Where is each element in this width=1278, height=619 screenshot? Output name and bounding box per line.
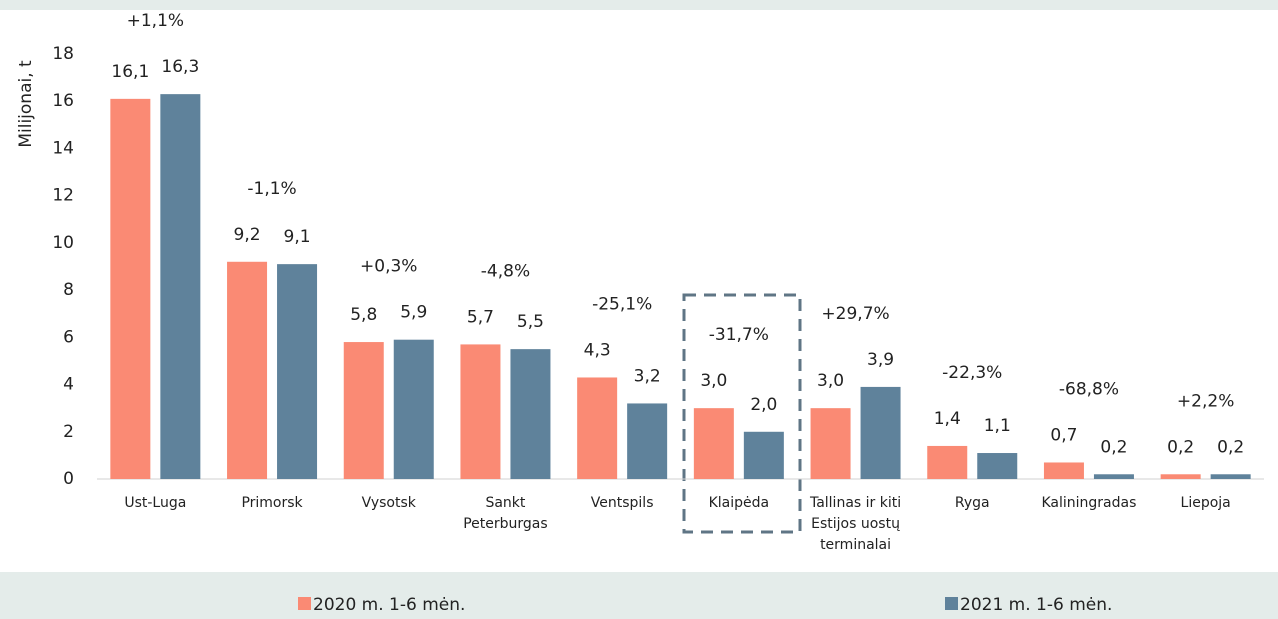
bar bbox=[343, 342, 384, 479]
x-tick-label: Vysotsk bbox=[361, 495, 416, 511]
change-label: +1,1% bbox=[127, 11, 184, 31]
bar bbox=[1160, 474, 1201, 479]
bar bbox=[743, 431, 784, 479]
bar bbox=[693, 408, 734, 479]
y-tick-label: 2 bbox=[63, 422, 74, 442]
x-tick-label: Tallinas ir kiti Estijos uostų terminala… bbox=[809, 495, 902, 553]
change-label: -25,1% bbox=[592, 294, 652, 314]
value-label: 3,0 bbox=[817, 371, 844, 391]
value-label: 0,2 bbox=[1217, 437, 1244, 457]
y-tick-label: 4 bbox=[63, 375, 74, 395]
value-label: 5,8 bbox=[350, 305, 377, 325]
y-tick-label: 0 bbox=[63, 469, 74, 489]
bar bbox=[510, 349, 551, 479]
bar bbox=[627, 403, 668, 479]
x-tick-label: Ventspils bbox=[590, 495, 654, 511]
top-band bbox=[0, 0, 1278, 10]
y-tick-label: 16 bbox=[52, 91, 74, 111]
change-label: -68,8% bbox=[1059, 379, 1119, 399]
value-label: 5,9 bbox=[400, 303, 427, 323]
bar bbox=[1043, 462, 1084, 479]
value-label: 16,3 bbox=[161, 57, 199, 77]
change-label: -31,7% bbox=[709, 325, 769, 345]
value-label: 2,0 bbox=[750, 395, 777, 415]
y-tick-label: 6 bbox=[63, 327, 74, 347]
value-label: 9,1 bbox=[284, 227, 311, 247]
y-tick-label: 18 bbox=[52, 44, 74, 64]
legend-swatch bbox=[945, 597, 958, 610]
legend-band bbox=[0, 572, 1278, 619]
legend-swatch bbox=[298, 597, 311, 610]
value-label: 5,7 bbox=[467, 307, 494, 327]
change-label: +0,3% bbox=[360, 257, 417, 277]
change-label: -4,8% bbox=[481, 261, 530, 281]
value-label: 4,3 bbox=[584, 340, 611, 360]
value-label: 0,7 bbox=[1050, 425, 1077, 445]
value-label: 1,1 bbox=[984, 416, 1011, 436]
value-label: 5,5 bbox=[517, 312, 544, 332]
x-tick-label: Klaipėda bbox=[708, 495, 770, 511]
value-label: 9,2 bbox=[234, 225, 261, 245]
bar bbox=[460, 344, 501, 479]
y-tick-label: 8 bbox=[63, 280, 74, 300]
bar bbox=[977, 453, 1018, 479]
value-label: 3,0 bbox=[700, 371, 727, 391]
value-label: 16,1 bbox=[111, 62, 149, 82]
bar bbox=[577, 377, 618, 479]
bar bbox=[860, 386, 901, 479]
bar bbox=[110, 98, 151, 479]
bar bbox=[810, 408, 851, 479]
change-label: -1,1% bbox=[247, 179, 296, 199]
y-tick-label: 10 bbox=[52, 233, 74, 253]
bar bbox=[160, 94, 201, 479]
x-tick-label: Primorsk bbox=[241, 495, 303, 511]
x-tick-label: Sankt Peterburgas bbox=[463, 495, 548, 532]
value-label: 0,2 bbox=[1167, 437, 1194, 457]
legend-label: 2021 m. 1-6 mėn. bbox=[960, 595, 1112, 615]
bar bbox=[1093, 474, 1134, 479]
x-tick-label: Liepoja bbox=[1180, 495, 1231, 511]
bar bbox=[927, 445, 968, 479]
x-tick-label: Ryga bbox=[954, 495, 990, 511]
x-tick-label: Kaliningradas bbox=[1041, 495, 1137, 511]
change-label: -22,3% bbox=[942, 363, 1002, 383]
value-label: 3,2 bbox=[634, 366, 661, 386]
highlight-box bbox=[682, 293, 802, 534]
value-label: 0,2 bbox=[1100, 437, 1127, 457]
bar bbox=[393, 339, 434, 479]
bar bbox=[227, 261, 268, 479]
change-label: +29,7% bbox=[821, 304, 889, 324]
x-tick-label: Ust-Luga bbox=[124, 495, 187, 511]
value-label: 3,9 bbox=[867, 350, 894, 370]
bar bbox=[277, 264, 318, 479]
y-axis-label: Milijonai, t bbox=[16, 60, 36, 148]
y-tick-label: 14 bbox=[52, 138, 74, 158]
change-label: +2,2% bbox=[1177, 391, 1234, 411]
legend-label: 2020 m. 1-6 mėn. bbox=[313, 595, 465, 615]
y-tick-label: 12 bbox=[52, 186, 74, 206]
bar bbox=[1210, 474, 1251, 479]
value-label: 1,4 bbox=[934, 409, 961, 429]
